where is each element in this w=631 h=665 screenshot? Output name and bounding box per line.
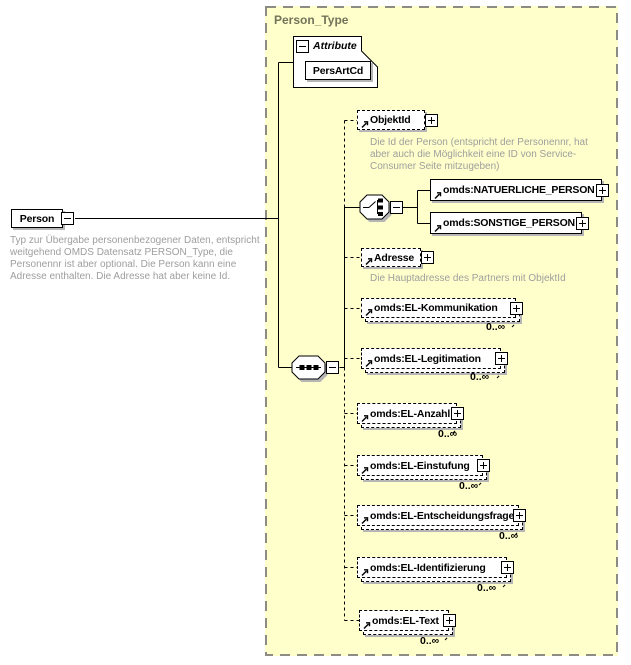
element-label: omds:EL-Kommunikation xyxy=(374,302,498,314)
occurrence-label: 0..∞ xyxy=(486,321,506,333)
element-label: omds:EL-Entscheidungsfrage xyxy=(370,509,515,522)
reference-arrow-icon xyxy=(360,567,370,577)
sequence-glyph-dot xyxy=(306,365,312,370)
occurrence-label: 0..∞ xyxy=(438,428,458,440)
attribute-label: PersArtCd xyxy=(312,64,364,77)
element-el-anzahl[interactable]: omds:EL-Anzahl xyxy=(357,403,464,428)
connector-lines-solid xyxy=(75,62,430,368)
choice-glyph xyxy=(363,200,378,214)
element-label: omds:NATUERLICHE_PERSON xyxy=(443,184,595,196)
attribute-persartcd[interactable]: PersArtCd xyxy=(305,61,371,80)
sequence-glyph-dot xyxy=(313,365,319,370)
expand-plus-icon[interactable] xyxy=(596,183,609,197)
container-dashed-border xyxy=(265,6,618,656)
element-label: omds:SONSTIGE_PERSON xyxy=(443,217,575,229)
expand-plus-icon[interactable] xyxy=(576,216,589,230)
reference-arrow-icon xyxy=(362,620,372,630)
expand-plus-icon[interactable] xyxy=(425,113,438,127)
person-type-title: Person_Type xyxy=(274,13,349,27)
choice-collapse-icon[interactable] xyxy=(390,201,403,214)
reference-arrow-icon xyxy=(364,358,374,368)
occurrence-label: 0..∞ xyxy=(420,635,440,647)
expand-plus-icon[interactable] xyxy=(421,251,434,264)
element-label: omds:EL-Text xyxy=(372,614,439,627)
element-adresse[interactable]: Adresse xyxy=(361,248,434,267)
element-el-kommunikation[interactable]: omds:EL-Kommunikation xyxy=(361,298,523,322)
connector-lines-dashed xyxy=(344,120,523,641)
element-el-entscheidungsfrage[interactable]: omds:EL-Entscheidungsfrage xyxy=(357,505,526,530)
element-label: omds:EL-Einstufung xyxy=(370,459,470,472)
choice-glyph-dot xyxy=(378,198,383,203)
expand-plus-icon[interactable] xyxy=(443,614,456,627)
element-person[interactable]: Person xyxy=(11,209,74,228)
expand-plus-icon[interactable] xyxy=(501,561,514,574)
element-label: omds:EL-Anzahl xyxy=(370,407,451,420)
element-objektid[interactable]: ObjektId xyxy=(357,110,438,130)
reference-arrow-icon xyxy=(360,413,370,423)
element-el-einstufung[interactable]: omds:EL-Einstufung xyxy=(357,455,490,480)
occurrence-label: 0..∞ xyxy=(459,480,479,492)
element-el-legitimation[interactable]: omds:EL-Legitimation xyxy=(361,348,508,373)
reference-arrow-icon xyxy=(360,119,370,129)
sequence-glyph-dot xyxy=(299,365,305,370)
reference-arrow-icon xyxy=(360,465,370,475)
occurrence-label: 0..∞ xyxy=(477,582,497,594)
element-label: Adresse xyxy=(374,251,415,264)
element-el-text[interactable]: omds:EL-Text xyxy=(359,610,456,635)
reference-arrow-icon xyxy=(364,256,374,266)
element-label: Person xyxy=(19,212,55,225)
choice-glyph-dot xyxy=(378,205,383,210)
person-type-container xyxy=(265,6,618,656)
expand-plus-icon[interactable] xyxy=(510,301,523,315)
person-annotation: Typ zur Übergabe personenbezogener Daten… xyxy=(10,235,260,282)
choice-glyph-dot xyxy=(378,212,383,216)
collapse-minus-icon[interactable] xyxy=(61,212,74,225)
reference-arrow-icon xyxy=(364,307,374,317)
reference-arrow-icon xyxy=(433,190,443,200)
element-label: ObjektId xyxy=(370,114,411,126)
objektid-annotation: Die Id der Person (entspricht der Person… xyxy=(370,137,588,172)
expand-plus-icon[interactable] xyxy=(513,509,526,522)
element-natuerliche-person[interactable]: omds:NATUERLICHE_PERSON xyxy=(430,179,609,201)
expand-plus-icon[interactable] xyxy=(451,407,464,420)
element-label: omds:EL-Identifizierung xyxy=(370,561,486,574)
expand-plus-icon[interactable] xyxy=(495,352,508,365)
reference-arrow-icon xyxy=(433,223,443,233)
adresse-annotation: Die Hauptadresse des Partners mit Objekt… xyxy=(370,273,566,284)
attribute-section-label: Attribute xyxy=(313,40,357,52)
occurrence-label: 0..∞ xyxy=(470,371,490,383)
reference-arrow-icon xyxy=(360,515,370,525)
sequence-collapse-icon[interactable] xyxy=(326,361,339,374)
expand-plus-icon[interactable] xyxy=(477,459,490,472)
attribute-collapse-icon[interactable] xyxy=(296,40,309,53)
element-el-identifizierung[interactable]: omds:EL-Identifizierung xyxy=(357,557,514,582)
occurrence-label: 0..∞ xyxy=(499,530,519,542)
element-label: omds:EL-Legitimation xyxy=(374,352,481,365)
element-sonstige-person[interactable]: omds:SONSTIGE_PERSON xyxy=(430,212,589,234)
